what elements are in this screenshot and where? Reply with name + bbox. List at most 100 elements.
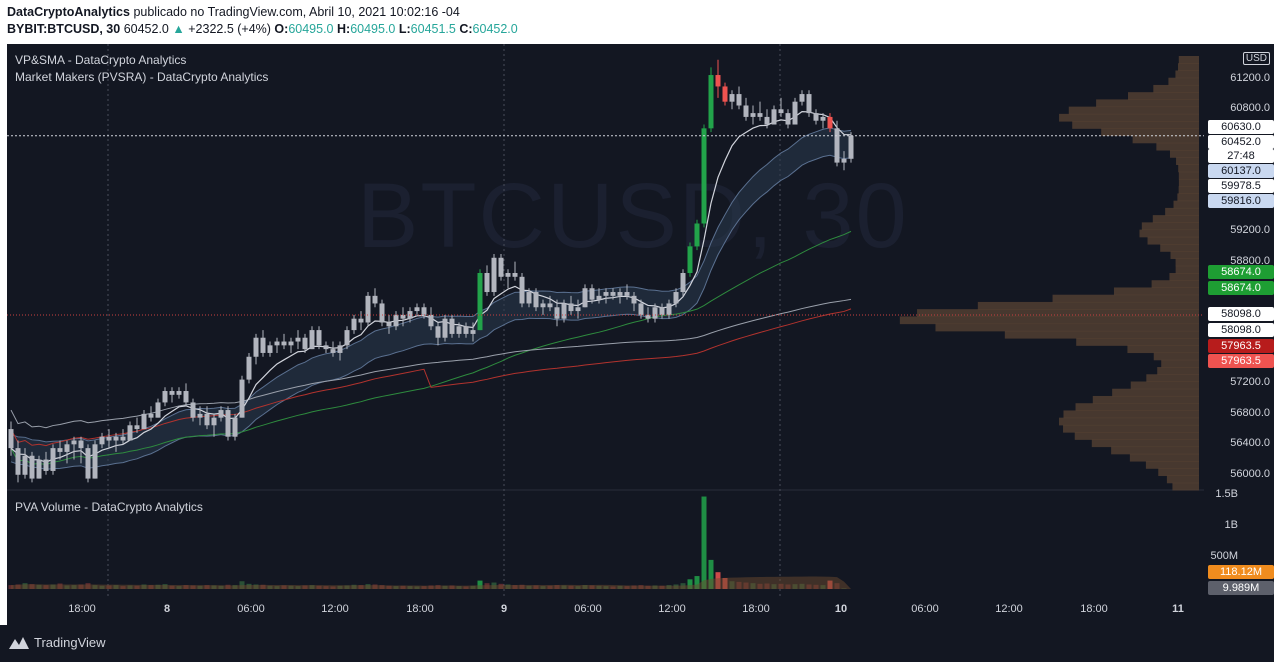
volume-profile-bar [1169,150,1199,158]
candle-body [568,303,574,312]
candle-body [260,337,266,353]
candle-body [71,440,77,445]
candle-body [197,413,203,418]
high-label: H: [336,22,351,36]
candle-body [183,391,189,403]
author-name[interactable]: DataCryptoAnalytics [7,5,130,19]
price-tick: 61200.0 [1230,71,1270,84]
volume-bar [687,579,693,589]
volume-profile-bar [1175,70,1199,79]
candle-body [841,158,847,163]
candle-body [596,295,602,300]
candle-body [722,86,728,102]
candle-body [561,303,567,319]
publish-info: publicado no TradingView.com, Abril 10, … [133,5,460,19]
ohlc-line: BYBIT:BTCUSD, 30 60452.0 ▲ +2322.5 (+4%)… [7,22,518,36]
ema-band-upper [10,127,852,443]
candle-body [274,341,280,346]
volume-profile-bar [899,316,1199,325]
candle-body [582,288,588,308]
candle-body [155,402,161,418]
symbol-label[interactable]: BYBIT:BTCUSD, 30 [7,22,121,36]
volume-profile-bar [1160,244,1199,252]
candle-body [834,128,840,163]
candle-body [764,116,770,125]
indicator-vp-sma[interactable]: VP&SMA - DataCrypto Analytics [15,53,187,67]
volume-profile-bar [1175,258,1199,267]
time-axis[interactable]: 18:00 8 06:00 12:00 18:00 9 06:00 12:00 18:00 10 0… [7,597,1274,625]
volume-profile-bar [1127,92,1199,100]
candle-body [225,410,231,437]
volume-profile-bar [977,301,1199,310]
candle-body [22,455,28,475]
candle-body [491,257,497,293]
candle-body [288,341,294,346]
publish-line: DataCryptoAnalytics publicado no Trading… [7,5,460,19]
volume-profile-bar [1152,215,1199,223]
candle-body [113,436,119,441]
price-plot[interactable] [7,44,1204,597]
candle-body [638,303,644,315]
footer: TradingView [0,625,1274,662]
volume-profile-bar [1175,265,1199,274]
volume-profile-bar [1129,453,1199,462]
volume-profile-bar [1173,200,1199,209]
price-tick: 56400.0 [1230,437,1270,450]
time-tick: 12:00 [321,603,349,615]
price-label: 27:48 [1208,149,1274,163]
candle-body [43,459,49,471]
volume-profile-bar [1063,424,1199,433]
volume-profile-bar [1127,345,1199,354]
candle-body [498,257,504,277]
volume-profile-bar [1153,352,1199,361]
candle-body [645,314,651,319]
tradingview-logo[interactable]: TradingView [8,635,106,650]
candle-body [729,94,735,102]
candle-body [533,292,539,308]
volume-profile-bar [935,323,1199,332]
volume-profile-bar [1166,475,1199,484]
price-tick: 60800.0 [1230,102,1270,115]
candle-body [316,330,322,346]
volume-profile-bar [1072,121,1199,129]
candle-body [204,413,210,426]
volume-tick: 1B [1224,519,1238,531]
candle-body [15,448,21,475]
price-label: 57963.5 [1208,354,1274,368]
volume-profile-bar [1178,56,1199,64]
candle-body [820,116,826,121]
indicator-pva-volume[interactable]: PVA Volume - DataCrypto Analytics [15,500,203,514]
time-tick: 10 [834,603,848,615]
candle-body [470,330,476,334]
candle-body [680,273,686,293]
low-label: L: [398,22,411,36]
candle-body [519,276,525,304]
up-arrow-icon: ▲ [172,22,185,36]
volume-profile-bar [1168,77,1199,86]
candle-body [281,341,287,346]
candle-body [421,307,427,315]
ema-band-lower [10,154,852,470]
candle-body [218,410,224,418]
price-label: 60452.0 [1208,135,1274,149]
candle-body [253,337,259,357]
volume-profile-bar [1178,178,1199,187]
chart-pane[interactable]: BTCUSD, 30 VP&SMA - DataCrypto Analytics… [7,44,1204,597]
candle-body [106,436,112,441]
price-axis[interactable]: USD 61200.0 60800.0 59200.0 58800.0 57200.0 5… [1204,44,1274,597]
candle-body [785,113,791,125]
volume-profile-bar [1151,280,1199,288]
volume-profile-bar [1141,222,1199,231]
candle-body [442,318,448,338]
candle-body [799,94,805,102]
currency-label[interactable]: USD [1242,52,1270,65]
candle-body [484,273,490,293]
time-tick: 06:00 [237,603,265,615]
candle-body [414,307,420,312]
price-tick: 58800.0 [1230,254,1270,267]
indicator-pvsra[interactable]: Market Makers (PVSRA) - DataCrypto Analy… [15,70,269,84]
candle-body [694,223,700,247]
time-tick: 06:00 [911,603,939,615]
brand-label: TradingView [34,635,106,650]
price-label: 58674.0 [1208,281,1274,295]
